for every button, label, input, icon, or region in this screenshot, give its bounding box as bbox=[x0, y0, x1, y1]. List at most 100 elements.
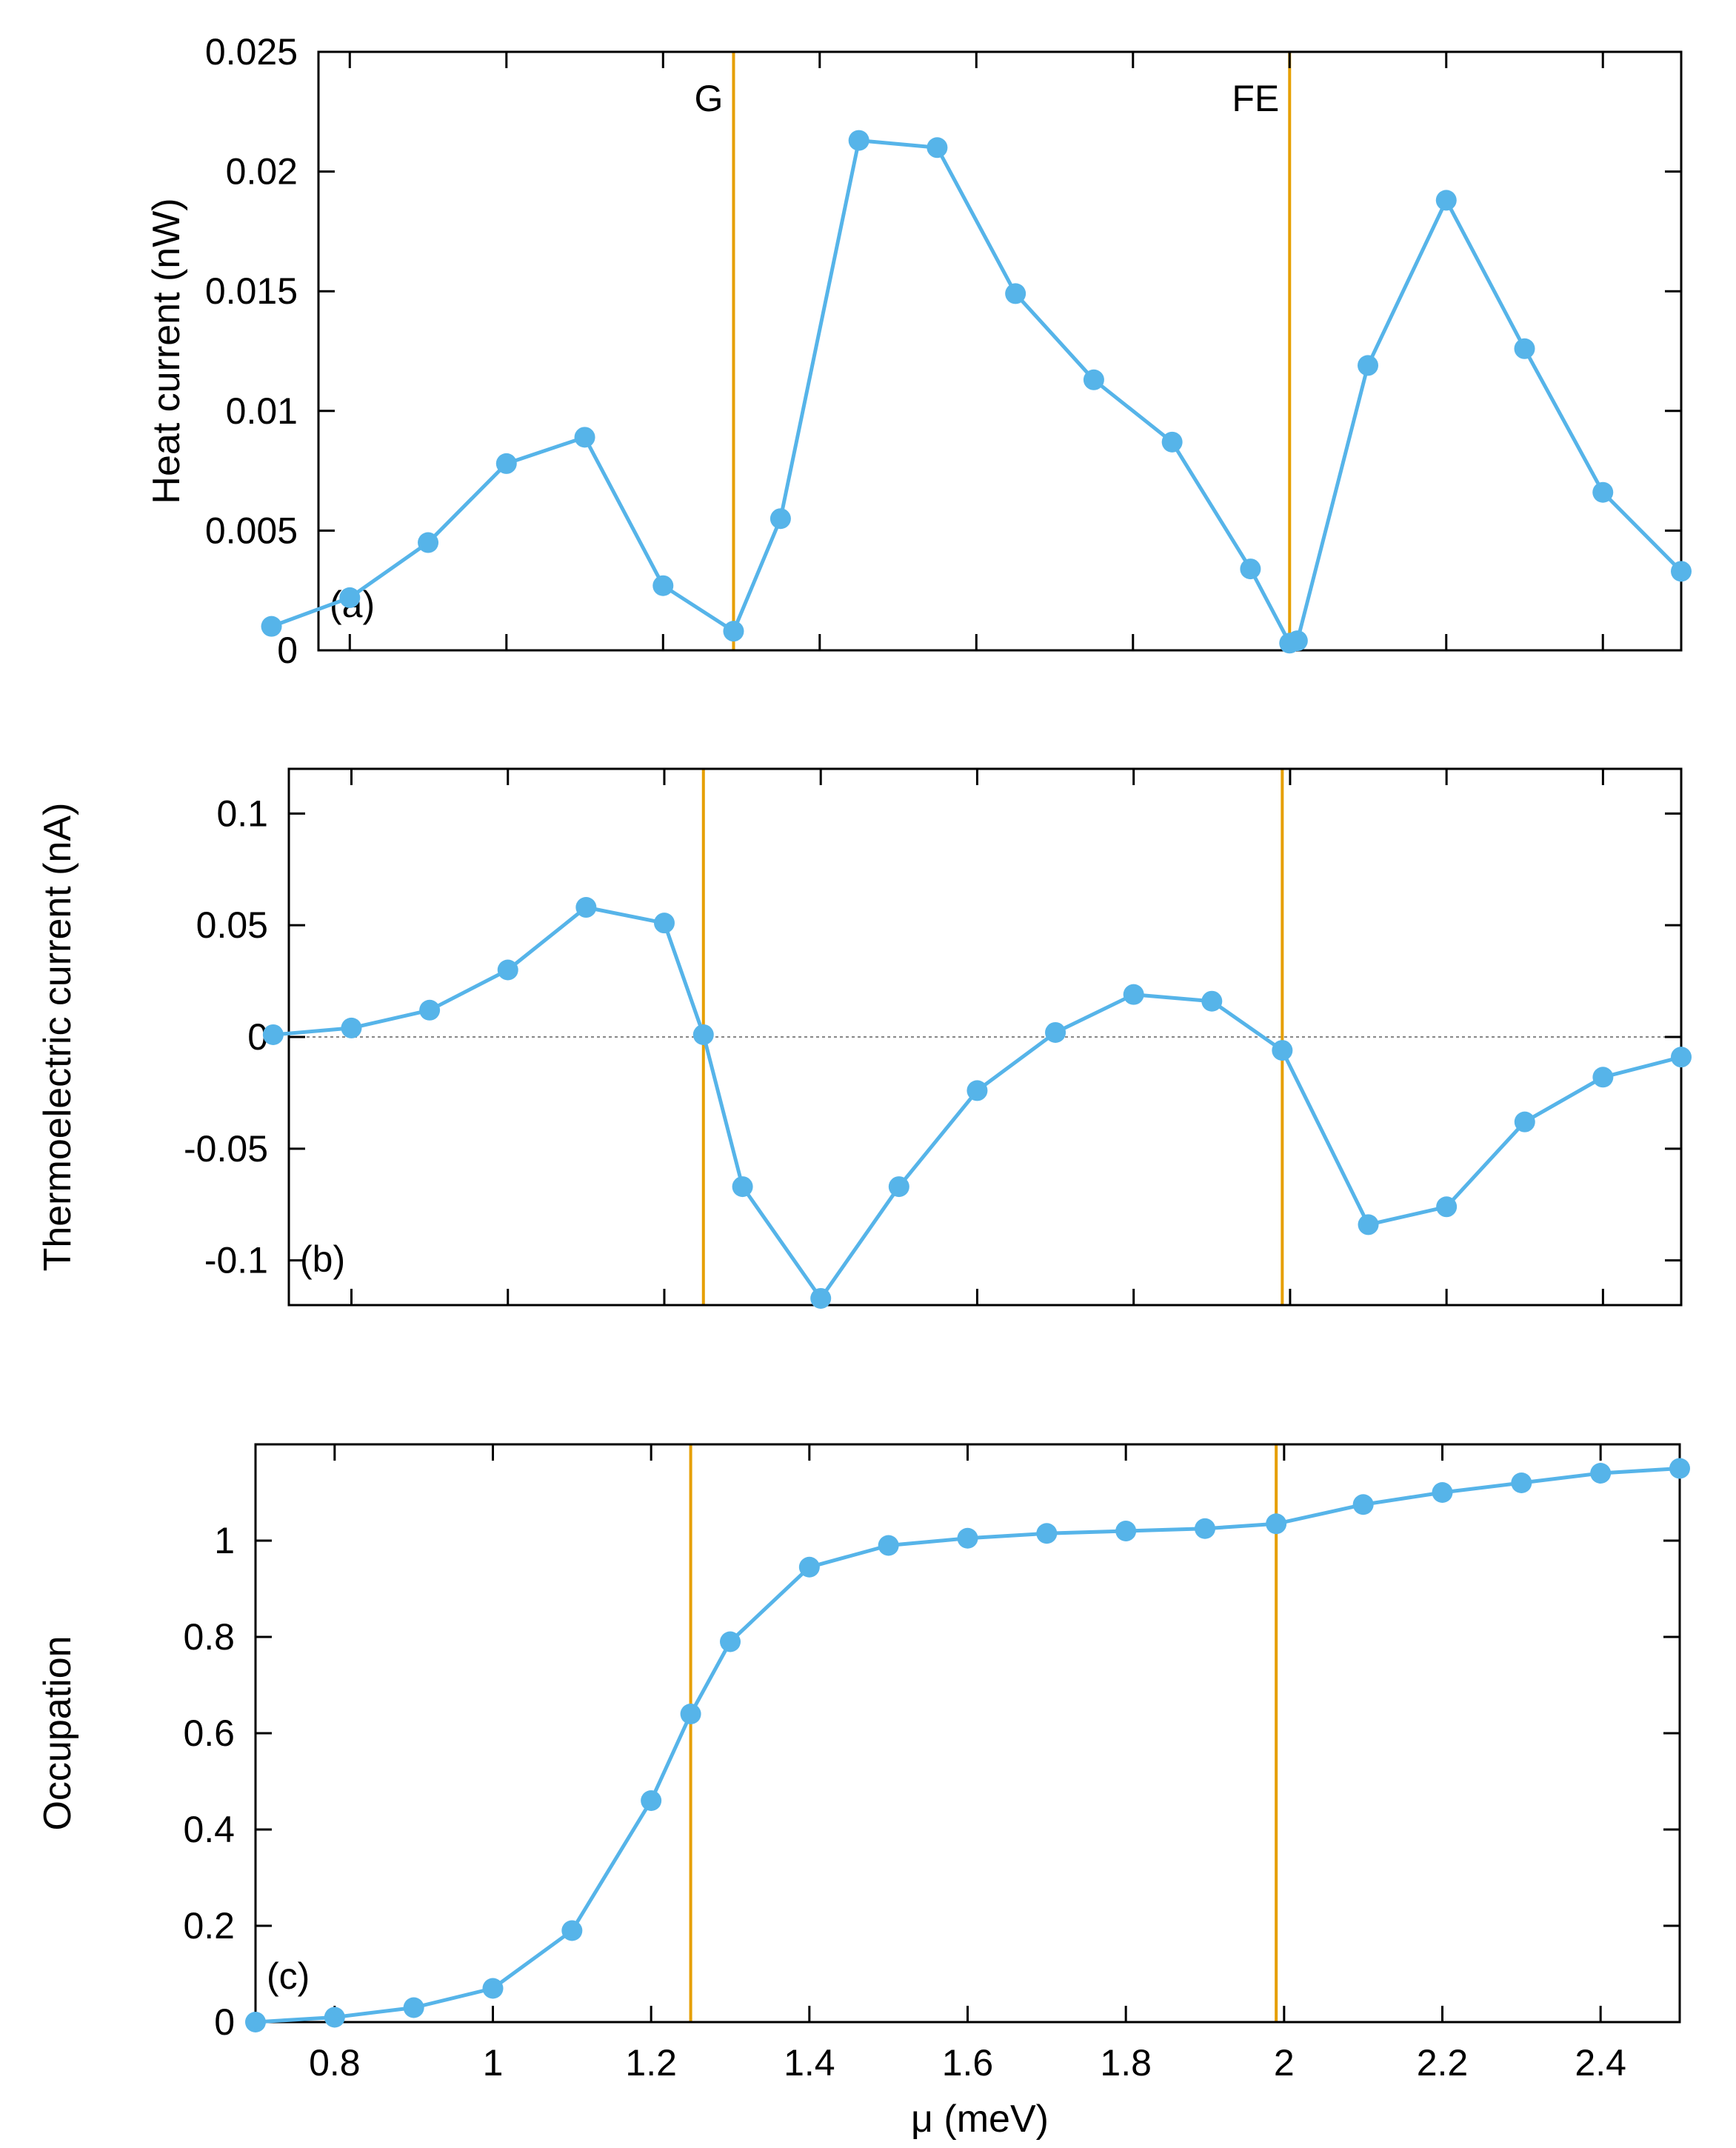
panel-c-xtick-label-6: 2 bbox=[1274, 2042, 1295, 2084]
panel-b-point-12 bbox=[1123, 984, 1144, 1005]
panel-a-point-3 bbox=[495, 453, 517, 474]
panel-c-point-6 bbox=[680, 1704, 701, 1724]
panel-b-point-11 bbox=[1045, 1021, 1066, 1043]
panel-b-ytick-label-4: 0.1 bbox=[216, 793, 268, 834]
panel-c-point-3 bbox=[482, 1978, 504, 1999]
panel-a-point-9 bbox=[927, 137, 948, 159]
panel-a-point-17 bbox=[1435, 190, 1457, 211]
panel-a: G FE 0 0.005 0.01 0.015 0.02 0.025 Heat current … bbox=[145, 31, 1692, 671]
panel-c-xtick-label-4: 1.6 bbox=[942, 2042, 994, 2084]
panel-c-point-7 bbox=[720, 1631, 741, 1652]
panel-a-frame bbox=[317, 50, 1683, 652]
panel-c-ytick-label-3: 0.6 bbox=[183, 1712, 235, 1754]
panel-a-y-axis-title: Heat current (nW) bbox=[145, 198, 188, 504]
panel-c-series-line bbox=[255, 1467, 1680, 2024]
panel-c-ytick-label-2: 0.4 bbox=[183, 1809, 235, 1850]
panel-a-ytick-label-3: 0.015 bbox=[205, 270, 298, 312]
panel-b-point-5 bbox=[653, 913, 675, 934]
panel-a-point-18 bbox=[1514, 338, 1535, 359]
panel-c-xtick-label-8: 2.4 bbox=[1575, 2042, 1626, 2084]
panel-a-point-20 bbox=[1671, 561, 1692, 582]
panel-c-ytick-label-5: 1 bbox=[214, 1520, 235, 1561]
panel-c-y-axis-title: Occupation bbox=[36, 1635, 79, 1830]
panel-b-point-6 bbox=[692, 1024, 714, 1045]
panel-a-point-4 bbox=[574, 427, 595, 448]
panel-b-point-4 bbox=[575, 897, 597, 918]
panel-c: 0 0.2 0.4 0.6 0.8 1 0.8 1 1.2 1.4 1.6 1.8 2 2.2 2.4 Occ… bbox=[36, 1443, 1690, 2084]
panel-a-ytick-label-0: 0 bbox=[277, 630, 298, 671]
x-axis-title: μ (meV) bbox=[911, 2098, 1049, 2141]
panel-c-xtick-label-2: 1.2 bbox=[625, 2042, 677, 2084]
panel-a-point-6 bbox=[723, 621, 744, 642]
panel-c-point-0 bbox=[245, 2012, 266, 2032]
panel-a-point-16 bbox=[1358, 355, 1379, 376]
panel-a-point-13 bbox=[1240, 558, 1261, 580]
panel-b-point-1 bbox=[341, 1017, 362, 1038]
panel-b-point-16 bbox=[1436, 1196, 1458, 1218]
panel-b-point-17 bbox=[1514, 1111, 1535, 1133]
panel-a-point-0 bbox=[261, 616, 282, 637]
panel-b-point-10 bbox=[967, 1080, 988, 1101]
panel-c-point-17 bbox=[1511, 1472, 1532, 1493]
panel-b-ytick-label-3: 0.05 bbox=[196, 904, 268, 946]
panel-c-xtick-label-3: 1.4 bbox=[784, 2042, 835, 2084]
panel-c-point-4 bbox=[561, 1920, 583, 1941]
panel-c-ytick-label-1: 0.2 bbox=[183, 1905, 235, 1947]
panel-a-ytick-label-1: 0.005 bbox=[205, 510, 298, 551]
panel-b-point-18 bbox=[1592, 1067, 1614, 1088]
panel-c-point-5 bbox=[641, 1790, 662, 1811]
panel-c-point-13 bbox=[1195, 1518, 1215, 1539]
panel-b-point-2 bbox=[419, 999, 441, 1021]
panel-a-point-19 bbox=[1592, 481, 1614, 503]
panel-b-point-7 bbox=[732, 1176, 753, 1198]
panel-c-ytick-label-0: 0 bbox=[214, 2001, 235, 2043]
panel-a-point-7 bbox=[769, 508, 791, 530]
panel-c-point-14 bbox=[1266, 1513, 1287, 1535]
panel-c-point-18 bbox=[1590, 1463, 1612, 1484]
panel-c-ytick-label-4: 0.8 bbox=[183, 1616, 235, 1658]
panel-b-series-line bbox=[273, 905, 1682, 1301]
panel-b-point-15 bbox=[1358, 1214, 1379, 1235]
panel-b-point-8 bbox=[810, 1287, 832, 1309]
panel-c-point-15 bbox=[1352, 1494, 1374, 1515]
panel-b-point-0 bbox=[262, 1024, 284, 1045]
panel-b-ytick-label-0: -0.1 bbox=[204, 1240, 268, 1281]
panel-c-point-10 bbox=[957, 1527, 978, 1549]
panel-c-xtick-label-5: 1.8 bbox=[1100, 2042, 1152, 2084]
panel-a-vline-label-g: G bbox=[695, 78, 724, 119]
panel-c-point-12 bbox=[1115, 1521, 1137, 1541]
panel-b-point-9 bbox=[888, 1176, 909, 1198]
panel-a-point-10 bbox=[1005, 283, 1026, 304]
panel-c-point-11 bbox=[1036, 1523, 1058, 1544]
panel-a-point-11 bbox=[1083, 369, 1104, 390]
panel-b-y-axis-title: Thermoelectric current (nA) bbox=[36, 803, 79, 1272]
panel-b-point-14 bbox=[1272, 1040, 1293, 1061]
panel-c-xtick-label-1: 1 bbox=[483, 2042, 504, 2084]
panel-a-vline-label-fe: FE bbox=[1232, 78, 1279, 119]
panel-c-point-1 bbox=[324, 2007, 345, 2028]
panel-c-xtick-label-7: 2.2 bbox=[1417, 2042, 1469, 2084]
panel-b-ytick-label-1: -0.05 bbox=[184, 1128, 268, 1170]
panel-a-ytick-label-4: 0.02 bbox=[226, 151, 298, 193]
panel-c-label: (c) bbox=[267, 1955, 310, 1997]
panel-a-point-8 bbox=[848, 130, 869, 151]
panel-b-point-13 bbox=[1201, 990, 1223, 1012]
panel-c-point-9 bbox=[878, 1535, 899, 1556]
panel-c-point-16 bbox=[1432, 1482, 1453, 1503]
panel-a-point-15 bbox=[1286, 630, 1308, 652]
panel-a-ytick-label-5: 0.025 bbox=[205, 31, 298, 73]
panel-b-point-3 bbox=[497, 959, 518, 981]
panel-c-xtick-label-0: 0.8 bbox=[309, 2042, 361, 2084]
panel-b-point-19 bbox=[1671, 1047, 1692, 1068]
panel-c-point-8 bbox=[798, 1556, 820, 1578]
panel-a-point-1 bbox=[339, 587, 361, 608]
panel-c-point-19 bbox=[1669, 1458, 1690, 1479]
panel-c-point-2 bbox=[403, 1997, 424, 2018]
panel-a-ytick-label-2: 0.01 bbox=[226, 390, 298, 432]
panel-a-point-2 bbox=[418, 532, 439, 553]
panel-a-point-5 bbox=[652, 575, 674, 596]
panel-a-point-12 bbox=[1161, 431, 1183, 453]
panel-b-label: (b) bbox=[300, 1238, 345, 1280]
